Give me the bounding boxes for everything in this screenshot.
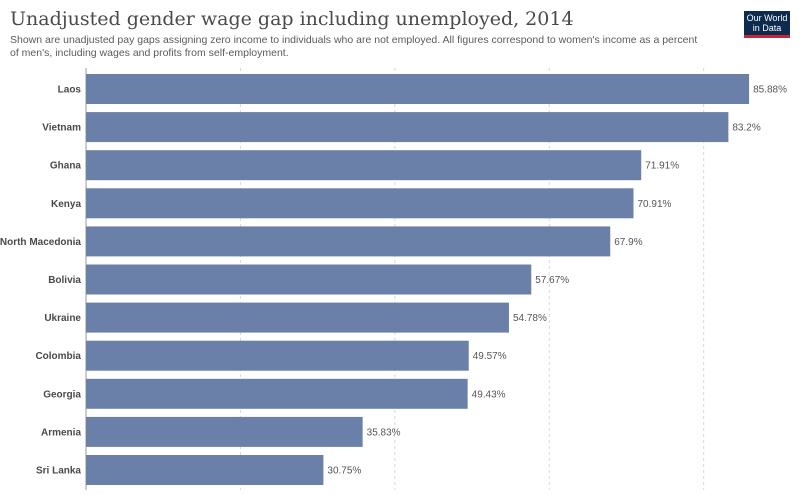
value-label: 70.91% <box>637 199 671 210</box>
bar[interactable] <box>86 416 363 447</box>
chart-subtitle: Shown are unadjusted pay gaps assigning … <box>10 34 698 59</box>
bar[interactable] <box>86 340 469 371</box>
category-label: Ghana <box>50 161 82 172</box>
chart-title: Unadjusted gender wage gap including une… <box>10 8 574 30</box>
bar[interactable] <box>86 150 642 181</box>
category-label: Vietnam <box>42 123 81 134</box>
value-label: 35.83% <box>367 427 401 438</box>
value-label: 49.43% <box>472 389 506 400</box>
value-label: 71.91% <box>645 161 679 172</box>
bar[interactable] <box>86 302 509 333</box>
category-label: Bolivia <box>48 275 81 286</box>
value-label: 83.2% <box>732 123 760 134</box>
value-label: 85.88% <box>753 85 787 96</box>
value-label: 57.67% <box>535 275 569 286</box>
bar[interactable] <box>86 74 750 104</box>
bar[interactable] <box>86 226 611 257</box>
bar[interactable] <box>86 112 729 143</box>
category-label: Georgia <box>43 389 81 400</box>
value-label: 30.75% <box>327 466 361 477</box>
bar[interactable] <box>86 455 324 485</box>
logo-line-1: Our World <box>746 13 788 23</box>
category-label: Sri Lanka <box>36 466 81 477</box>
value-label: 67.9% <box>614 237 642 248</box>
bar[interactable] <box>86 264 532 295</box>
category-label: Kenya <box>51 199 81 210</box>
value-label: 49.57% <box>473 351 507 362</box>
category-label: North Macedonia <box>0 237 81 248</box>
category-label: Ukraine <box>44 313 81 324</box>
bar[interactable] <box>86 378 468 409</box>
category-label: Armenia <box>41 427 81 438</box>
owid-logo[interactable]: Our World in Data <box>744 11 790 38</box>
value-label: 54.78% <box>513 313 547 324</box>
category-label: Laos <box>58 85 82 96</box>
category-label: Colombia <box>35 351 81 362</box>
bar[interactable] <box>86 188 634 219</box>
logo-line-2: in Data <box>752 23 782 33</box>
